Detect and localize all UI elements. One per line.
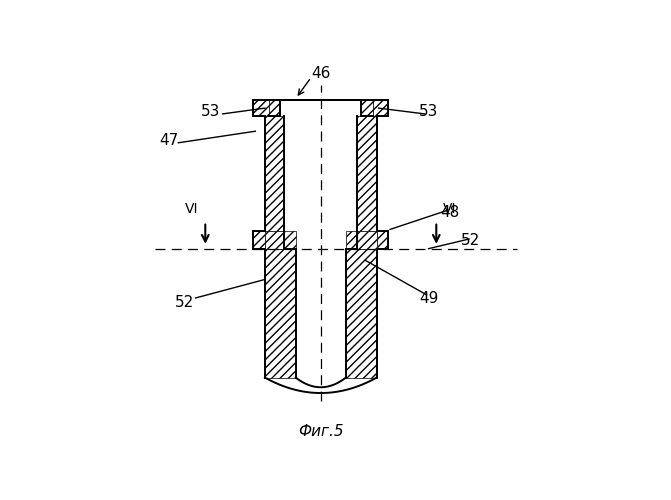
Text: 49: 49 [419,291,438,306]
Bar [296,248,346,378]
Bar [373,100,388,116]
Bar [376,232,388,248]
Bar [346,232,376,248]
Text: 48: 48 [440,204,460,220]
Text: VI: VI [185,202,199,216]
Bar [358,116,376,232]
Text: 46: 46 [311,66,331,81]
Bar [285,100,358,232]
Bar [265,116,285,232]
Bar [269,100,280,116]
Text: 53: 53 [201,104,221,120]
Text: VI: VI [444,202,457,216]
Bar [265,232,296,248]
Text: 47: 47 [159,134,178,148]
Text: 53: 53 [419,104,438,120]
Bar [254,100,269,116]
Text: 52: 52 [174,295,194,310]
Bar [361,100,373,116]
Bar [346,248,376,378]
Text: Фиг.5: Фиг.5 [298,424,344,439]
Bar [265,248,296,378]
Text: 52: 52 [461,234,480,248]
Bar [254,232,265,248]
